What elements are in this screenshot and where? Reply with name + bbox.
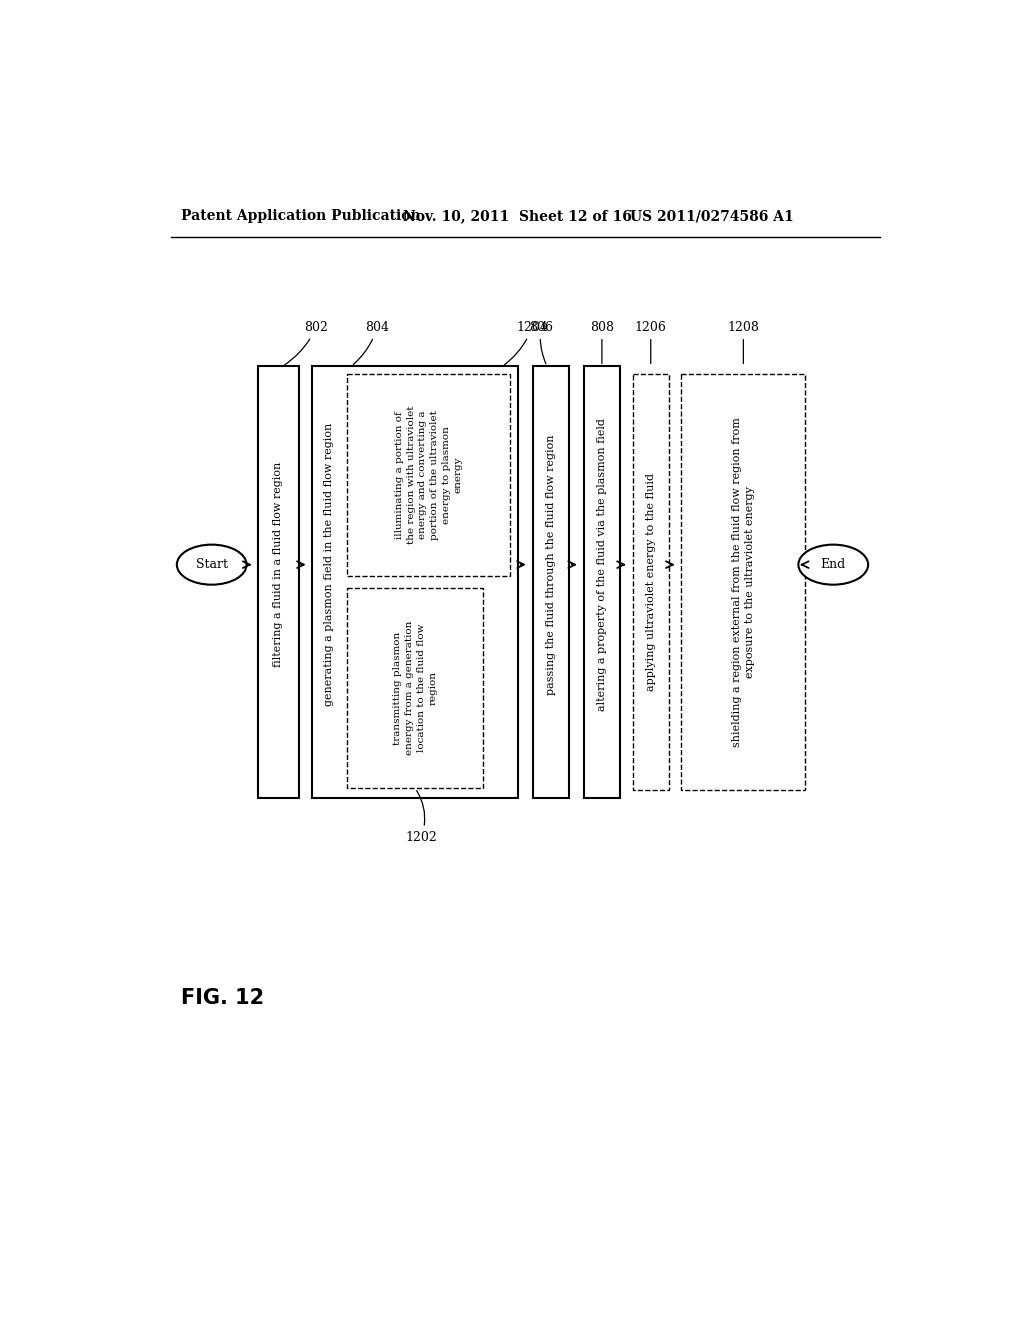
Bar (532, 367, 569, 797)
Bar (258, 367, 299, 797)
Text: generating a plasmon field in the fluid flow region: generating a plasmon field in the fluid … (325, 422, 335, 706)
Text: 1206: 1206 (635, 321, 667, 363)
Text: filtering a fluid in a fluid flow region: filtering a fluid in a fluid flow region (273, 462, 284, 668)
Bar (681, 374, 805, 789)
Text: illuminating a portion of
the region with ultraviolet
energy and converting a
po: illuminating a portion of the region wit… (394, 405, 463, 544)
Text: 1204: 1204 (505, 321, 548, 364)
Text: 1208: 1208 (727, 321, 759, 363)
Bar (347, 589, 483, 788)
Bar (633, 374, 669, 789)
Text: 808: 808 (590, 321, 614, 363)
Text: Nov. 10, 2011  Sheet 12 of 16: Nov. 10, 2011 Sheet 12 of 16 (403, 209, 632, 223)
Text: shielding a region external from the fluid flow region from
exposure to the ultr: shielding a region external from the flu… (732, 417, 755, 747)
Text: US 2011/0274586 A1: US 2011/0274586 A1 (630, 209, 794, 223)
Text: 1202: 1202 (406, 791, 437, 843)
Ellipse shape (799, 545, 868, 585)
Text: altering a property of the fluid via the plasmon field: altering a property of the fluid via the… (597, 418, 607, 711)
Bar (312, 367, 518, 797)
Text: FIG. 12: FIG. 12 (180, 987, 264, 1007)
Bar (584, 367, 621, 797)
Text: End: End (820, 558, 846, 572)
Text: Start: Start (196, 558, 227, 572)
Bar (347, 374, 510, 576)
Ellipse shape (177, 545, 247, 585)
Text: 806: 806 (529, 321, 553, 364)
Text: 804: 804 (353, 321, 389, 364)
Text: 802: 802 (285, 321, 328, 364)
Text: Patent Application Publication: Patent Application Publication (180, 209, 420, 223)
Text: passing the fluid through the fluid flow region: passing the fluid through the fluid flow… (546, 434, 556, 694)
Text: transmitting plasmon
energy from a generation
location to the fluid flow
region: transmitting plasmon energy from a gener… (393, 620, 437, 755)
Text: applying ultraviolet energy to the fluid: applying ultraviolet energy to the fluid (646, 473, 655, 690)
